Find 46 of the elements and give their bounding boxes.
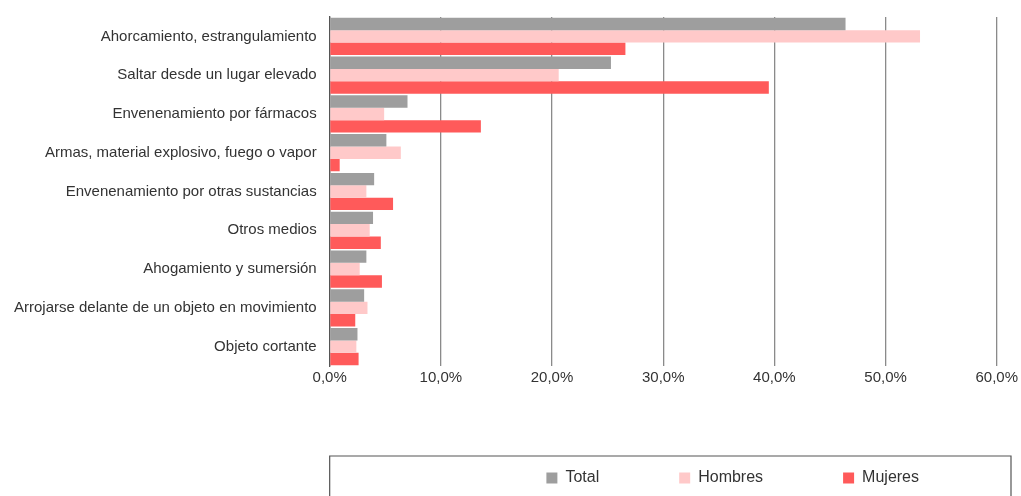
bar [330,224,370,237]
bar [330,158,340,172]
x-tick-label: 50,0% [864,368,907,386]
bar [330,172,375,186]
bar [330,81,769,94]
y-tick-label: Saltar desde un lugar elevado [117,65,317,83]
x-tick-label: 0,0% [312,368,347,386]
bar [330,289,365,302]
bar [330,314,356,327]
bar [330,120,481,133]
y-tick-label: Objeto cortante [214,336,317,354]
legend-label: Hombres [698,468,764,486]
y-tick-label: Otros medios [227,220,317,238]
bar [330,68,559,82]
bar [330,352,359,366]
bar [330,56,611,69]
bar [330,211,374,225]
bar [330,134,387,147]
bar [330,95,408,108]
legend-label: Total [565,468,600,486]
x-tick-label: 60,0% [975,368,1019,386]
bar [330,17,846,31]
bar [330,146,401,159]
bar [330,262,360,276]
bar [330,42,626,55]
y-tick-label: Armas, material explosivo, fuego o vapor [44,142,317,160]
bar [330,236,381,249]
bar [330,328,358,341]
bar [330,340,357,353]
y-tick-label: Envenenamiento por fármacos [112,104,317,122]
bar [330,107,385,121]
y-tick-label: Ahorcamiento, estrangulamiento [100,26,317,44]
legend-label: Mujeres [862,468,919,486]
bar [330,30,921,43]
y-tick-label: Envenenamiento por otras sustancias [65,181,317,199]
bar [330,301,368,315]
bar [330,250,367,263]
y-tick-label: Arrojarse delante de un objeto en movimiento [13,297,317,315]
x-tick-label: 30,0% [641,368,685,386]
x-tick-label: 40,0% [753,368,796,386]
y-tick-label: Ahogamiento y sumersión [143,259,317,277]
bar [330,197,394,211]
x-tick-label: 20,0% [530,368,574,386]
bar [330,185,367,198]
x-tick-label: 10,0% [419,368,463,386]
bar [330,275,382,288]
